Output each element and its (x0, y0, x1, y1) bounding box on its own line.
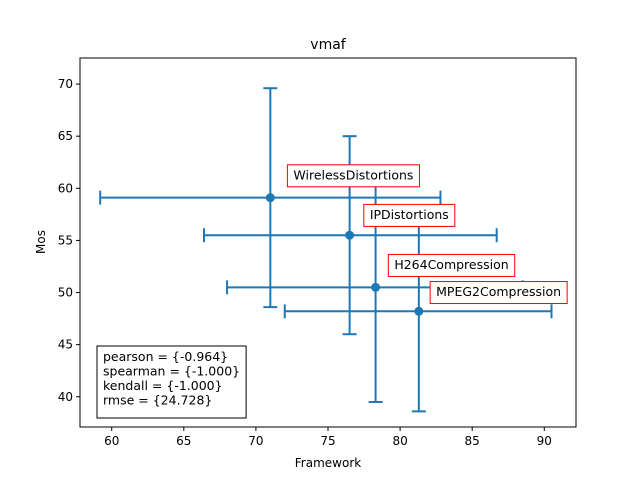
stats-line: rmse = {24.728} (103, 393, 212, 408)
point-label-box (387, 253, 516, 277)
data-point (371, 282, 381, 292)
x-tick-label: 65 (176, 434, 191, 448)
point-label-box (429, 281, 568, 305)
data-point (345, 230, 355, 240)
stats-box: pearson = {-0.964}spearman = {-1.000}ken… (96, 345, 247, 419)
stats-line: kendall = {-1.000} (103, 378, 223, 393)
stats-line: pearson = {-0.964} (103, 349, 228, 364)
y-tick-label: 55 (58, 233, 73, 247)
x-tick-label: 90 (537, 434, 552, 448)
plot-frame (79, 57, 577, 428)
point-label-box (286, 164, 420, 188)
point-label-text: WirelessDistortions (293, 167, 413, 182)
y-tick-label: 65 (58, 129, 73, 143)
x-tick-label: 60 (104, 434, 119, 448)
y-tick-label: 40 (58, 390, 73, 404)
stats-line: spearman = {-1.000} (103, 364, 240, 379)
y-axis-label: Mos (34, 230, 48, 254)
x-axis-label: Framework (295, 456, 361, 470)
y-tick-label: 70 (58, 77, 73, 91)
x-tick-label: 85 (465, 434, 480, 448)
data-point (414, 306, 424, 316)
point-label: WirelessDistortions (286, 164, 420, 188)
point-label-text: MPEG2Compression (436, 284, 561, 299)
data-points (265, 193, 424, 316)
stats-box-frame (96, 345, 247, 419)
axis-ticks: 60 65 70 75 80 85 90 40 45 50 55 60 65 70 (58, 77, 552, 448)
chart-title: vmaf (310, 37, 347, 53)
point-label-text: IPDistortions (370, 207, 449, 222)
x-tick-label: 75 (320, 434, 335, 448)
y-tick-label: 45 (58, 338, 73, 352)
point-label: IPDistortions (363, 203, 456, 227)
point-label: MPEG2Compression (429, 281, 568, 305)
data-point (265, 193, 275, 203)
y-tick-label: 50 (58, 286, 73, 300)
point-label-text: H264Compression (394, 257, 508, 272)
x-tick-label: 80 (392, 434, 407, 448)
x-tick-label: 70 (248, 434, 263, 448)
point-label-box (363, 203, 456, 227)
point-labels: WirelessDistortions IPDistortions H264Comp… (286, 164, 568, 305)
point-label: H264Compression (387, 253, 516, 277)
y-tick-label: 60 (58, 181, 73, 195)
